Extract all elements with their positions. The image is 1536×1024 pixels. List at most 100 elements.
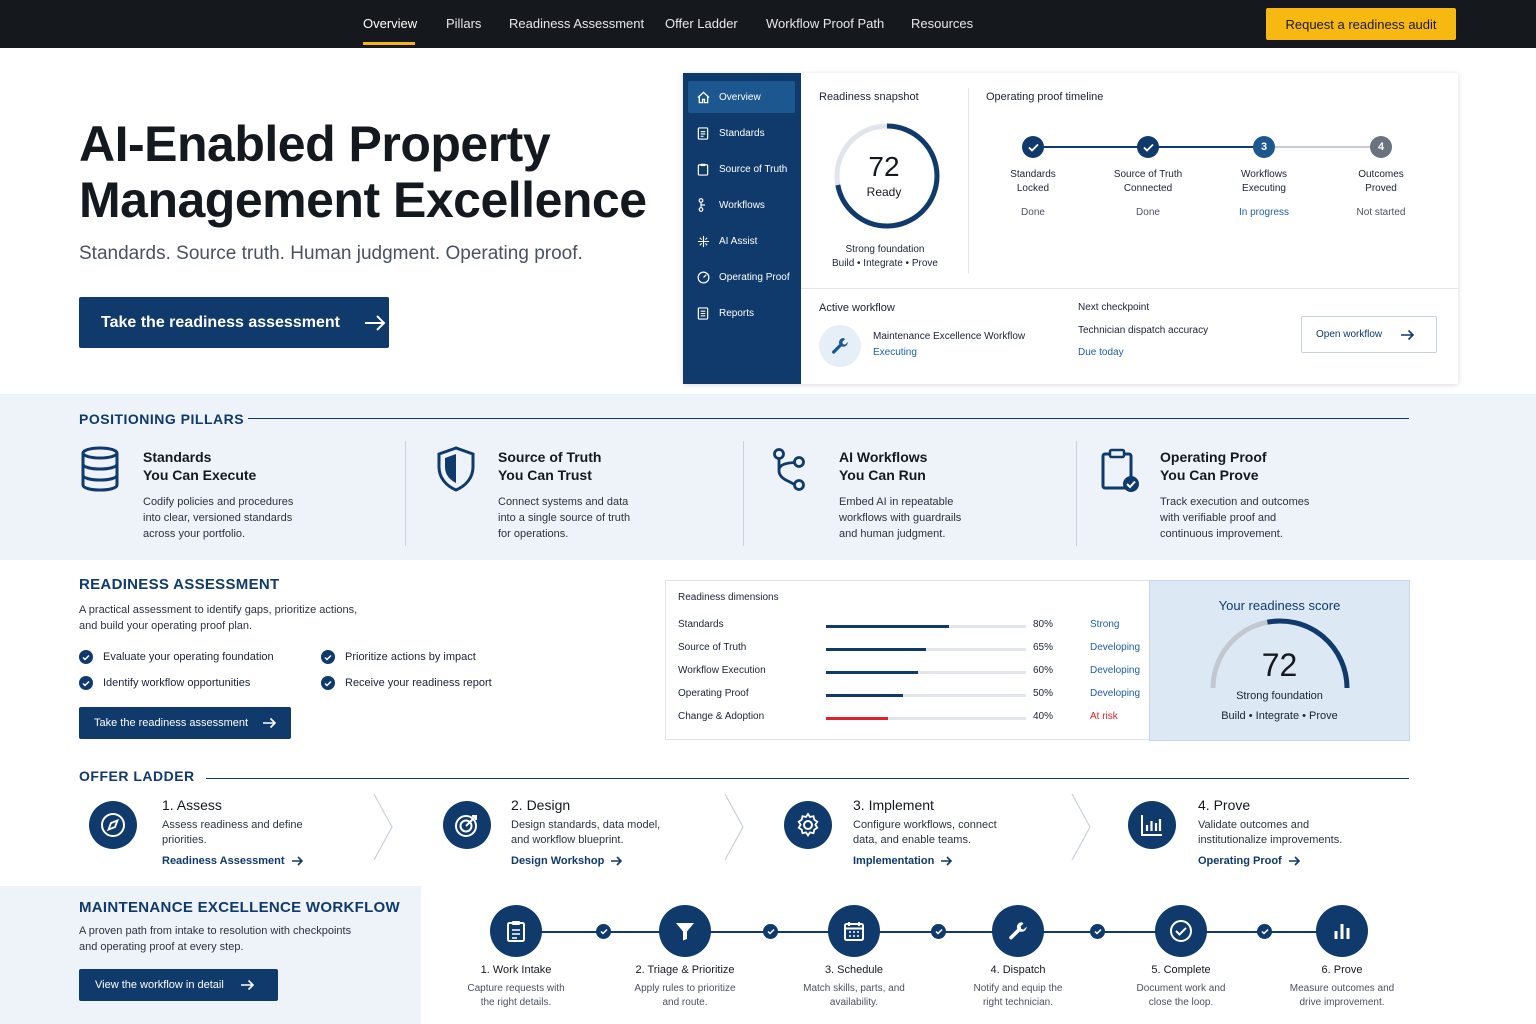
offer-step-3-desc: Configure workflows, connect data, and en…: [853, 818, 1053, 848]
workflow-step-3-desc: Match skills, parts, and availability.: [784, 982, 924, 1010]
check-circle-icon: [1155, 905, 1207, 957]
offer-step-2-link[interactable]: Design Workshop: [511, 855, 623, 867]
timeline-label: Operating proof timeline: [986, 91, 1104, 103]
workflow-step-5-title: 5. Complete: [1151, 964, 1211, 976]
hero-title: AI-Enabled Property Management Excellenc…: [79, 116, 647, 228]
pillar-4-desc-2: with verifiable proof and: [1160, 512, 1277, 524]
check-item: Evaluate your operating foundation: [79, 650, 274, 664]
dashboard-preview: Overview Standards Source of Truth Workf…: [683, 73, 1458, 384]
active-workflow-status: Executing: [873, 347, 917, 358]
nav-offer-ladder[interactable]: Offer Ladder: [665, 16, 738, 31]
dimension-bar-fill: [826, 671, 919, 674]
sidebar-item-operating-proof[interactable]: Operating Proof: [688, 261, 795, 293]
sidebar-label: Overview: [719, 91, 761, 103]
dimension-bar-track: [826, 648, 1026, 651]
nav-overview[interactable]: Overview: [363, 16, 418, 31]
pillar-1-desc: Codify policies and procedures into clear…: [143, 494, 293, 542]
gear-icon: [784, 801, 832, 849]
nav-readiness-assessment[interactable]: Readiness Assessment: [509, 16, 645, 31]
request-audit-button[interactable]: Request a readiness audit: [1266, 8, 1456, 40]
offer-step-1-link[interactable]: Readiness Assessment: [162, 855, 304, 867]
workflow-heading: MAINTENANCE EXCELLENCE WORKFLOW: [79, 899, 400, 916]
readiness-assessment-button[interactable]: Take the readiness assessment: [79, 707, 291, 739]
dimension-name: Source of Truth: [678, 642, 747, 653]
workflow-step-5-desc-2: close the loop.: [1148, 997, 1214, 1008]
workflow-step-3-desc-1: Match skills, parts, and: [803, 983, 905, 994]
pillars-heading: POSITIONING PILLARS: [79, 411, 245, 427]
pillar-3-desc-1: Embed AI in repeatable: [839, 496, 954, 508]
chevron-right-icon: [724, 794, 744, 860]
dashboard-sidebar: Overview Standards Source of Truth Workf…: [683, 73, 801, 384]
offer-step-4-link[interactable]: Operating Proof: [1198, 855, 1301, 867]
offer-step-3-desc-2: data, and enable teams.: [853, 834, 972, 846]
check-item: Identify workflow opportunities: [79, 676, 250, 690]
view-workflow-button[interactable]: View the workflow in detail: [79, 969, 278, 1001]
sidebar-label: Reports: [719, 307, 755, 319]
workflow-step-4-desc-1: Notify and equip the: [973, 983, 1063, 994]
offer-step-2-link-label: Design Workshop: [511, 855, 605, 867]
nav-pillars[interactable]: Pillars: [446, 16, 482, 31]
arrow-right-icon: [1288, 856, 1300, 866]
sidebar-item-standards[interactable]: Standards: [688, 117, 795, 149]
pillar-1-desc-1: Codify policies and procedures: [143, 496, 294, 508]
dimension-percent: 40%: [1033, 711, 1054, 722]
sidebar-item-ai-assist[interactable]: AI Assist: [688, 225, 795, 257]
workflow-line: [516, 931, 1342, 933]
check-item: Prioritize actions by impact: [321, 650, 476, 664]
check-item: Receive your readiness report: [321, 676, 492, 690]
timeline-line-pending: [1264, 146, 1381, 148]
calendar-icon: [828, 905, 880, 957]
next-checkpoint-due: Due today: [1078, 347, 1124, 358]
workflow-step-2-desc-2: and route.: [662, 997, 708, 1008]
gauge-icon: [696, 270, 710, 284]
check-circle-icon: [1090, 924, 1105, 939]
pillar-3-title-line2: You Can Run: [839, 467, 926, 483]
offer-step-2-title: 2. Design: [511, 797, 571, 813]
offer-step-3-title: 3. Implement: [853, 797, 934, 813]
pillar-2-desc-1: Connect systems and data: [498, 496, 629, 508]
nav-resources[interactable]: Resources: [911, 16, 974, 31]
dimension-row: Change & Adoption 40% At risk: [678, 711, 1138, 727]
check-circle-icon: [321, 676, 335, 690]
timeline-status-4: Not started: [1356, 207, 1406, 218]
dimension-bar-fill: [826, 625, 950, 628]
nav-workflow-proof-path[interactable]: Workflow Proof Path: [766, 16, 885, 31]
pillar-4-desc-1: Track execution and outcomes: [1160, 496, 1310, 508]
readiness-dimensions-card: Readiness dimensions Standards 80% Strong S…: [665, 580, 1149, 740]
dimensions-label: Readiness dimensions: [678, 592, 779, 603]
sidebar-item-source-of-truth[interactable]: Source of Truth: [688, 153, 795, 185]
pillars-rule: [248, 418, 1409, 419]
wrench-icon: [992, 905, 1044, 957]
offer-step-2-desc: Design standards, data model, and workflo…: [511, 818, 711, 848]
pillar-2-title-line1: Source of Truth: [498, 449, 602, 465]
check-icon: [1142, 143, 1154, 152]
score-value: 72: [1261, 647, 1298, 683]
hero-title-line-1: AI-Enabled Property: [79, 116, 551, 172]
timeline-step-1: Standards Locked: [978, 168, 1088, 196]
target-icon: [443, 801, 491, 849]
sidebar-item-overview[interactable]: Overview: [688, 81, 795, 113]
timeline-step-3-line1: Workflows: [1241, 169, 1287, 180]
dimension-percent: 80%: [1033, 619, 1054, 630]
pillar-2-desc-2: into a single source of truth: [498, 512, 631, 524]
offer-step-1-link-label: Readiness Assessment: [162, 855, 285, 867]
pillar-4-desc: Track execution and outcomes with verifia…: [1160, 494, 1309, 542]
pillar-2-desc: Connect systems and data into a single so…: [498, 494, 630, 542]
offer-ladder-rule: [206, 778, 1409, 779]
hero-assessment-button[interactable]: Take the readiness assessment: [79, 297, 389, 348]
open-workflow-button[interactable]: Open workflow: [1301, 316, 1437, 353]
workflow-branch-icon: [772, 448, 808, 497]
sidebar-item-workflows[interactable]: Workflows: [688, 189, 795, 221]
score-note: Strong foundation: [1236, 690, 1323, 702]
timeline-line: [1044, 146, 1381, 148]
dimension-bar-track: [826, 694, 1026, 697]
pillar-1-desc-2: into clear, versioned standards: [143, 512, 293, 524]
offer-step-3-link[interactable]: Implementation: [853, 855, 953, 867]
score-gauge: [1210, 618, 1350, 689]
check-item-label: Evaluate your operating foundation: [103, 651, 274, 663]
pillar-1-desc-3: across your portfolio.: [143, 528, 246, 540]
sidebar-item-reports[interactable]: Reports: [688, 297, 795, 329]
dimension-percent: 65%: [1033, 642, 1054, 653]
offer-step-3-link-label: Implementation: [853, 855, 935, 867]
filter-icon: [659, 905, 711, 957]
